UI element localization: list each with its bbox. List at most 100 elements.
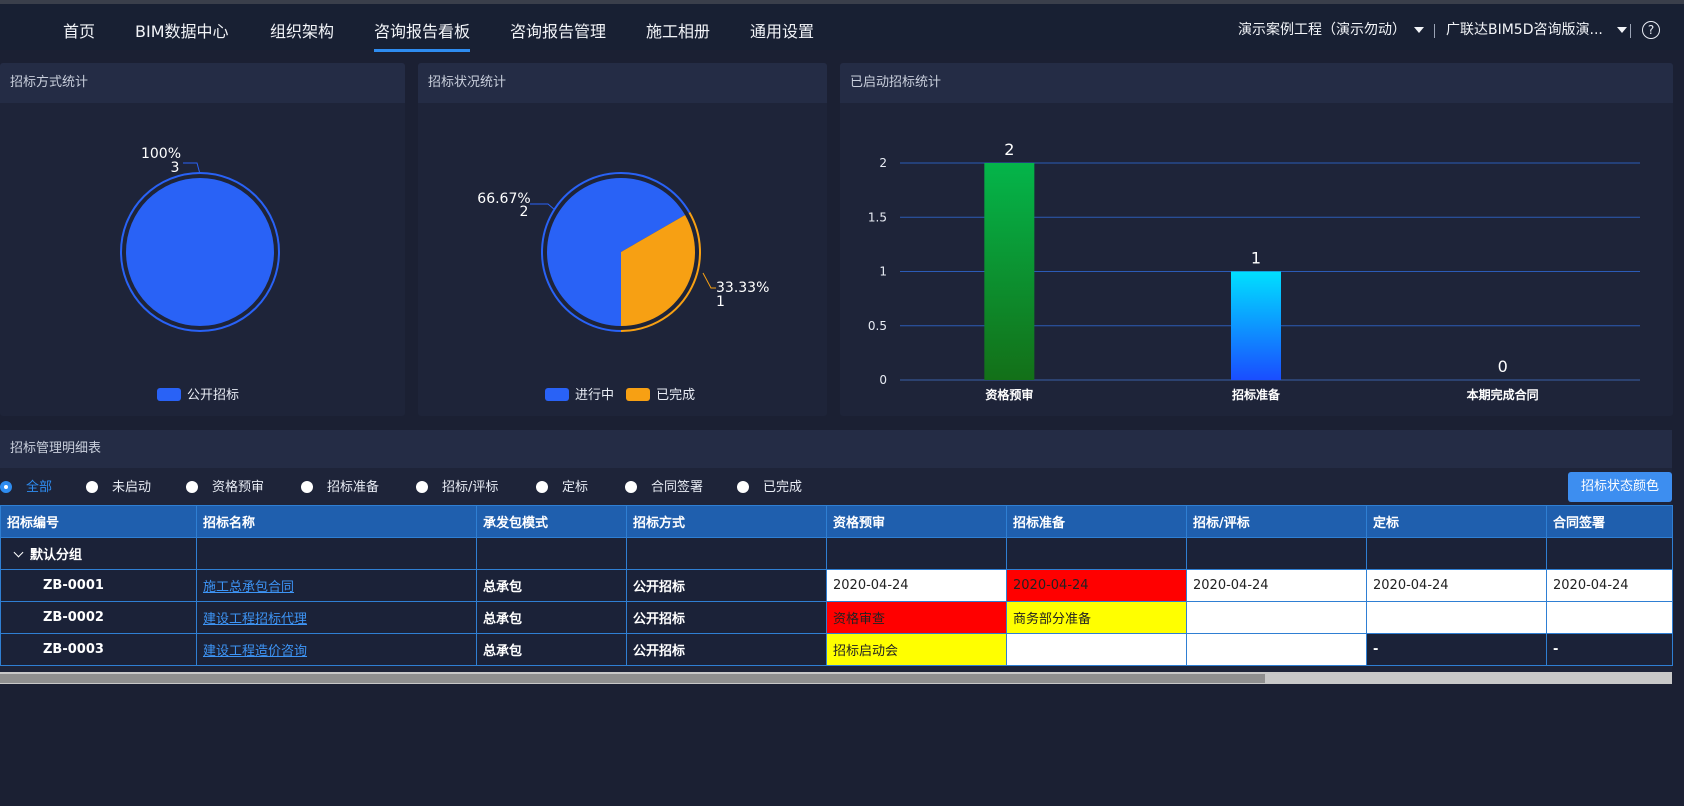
filter-label: 资格预审 xyxy=(212,480,265,495)
nav-home[interactable]: 首页 xyxy=(63,22,96,41)
project-select[interactable]: 演示案例工程（演示勿动） xyxy=(1238,19,1424,39)
pie-label-percent: 100% xyxy=(141,146,181,162)
table-cell xyxy=(1546,537,1673,570)
bid-method-cell: 公开招标 xyxy=(626,601,827,634)
bar[interactable] xyxy=(1231,271,1281,381)
pie-ring-in-progress xyxy=(541,172,691,332)
chevron-down-icon[interactable] xyxy=(13,547,24,558)
pie-slice-in-progress[interactable] xyxy=(547,177,686,326)
group-row[interactable]: 默认分组 xyxy=(0,537,1673,570)
nav-report-management[interactable]: 咨询报告管理 xyxy=(510,22,607,41)
bid-status-color-button[interactable]: 招标状态颜色 xyxy=(1568,472,1672,502)
pie-label-count: 2 xyxy=(520,204,529,220)
org-select-value: 广联达BIM5D咨询版演... xyxy=(1446,22,1603,38)
stage-cell[interactable]: - xyxy=(1366,633,1547,666)
column-header[interactable]: 招标/评标 xyxy=(1186,505,1367,538)
stage-cell[interactable] xyxy=(1186,601,1367,634)
org-select[interactable]: 广联达BIM5D咨询版演... xyxy=(1446,19,1627,39)
table-cell xyxy=(626,537,827,570)
y-tick-label: 0.5 xyxy=(868,319,887,333)
column-header[interactable]: 招标名称 xyxy=(196,505,477,538)
divider xyxy=(1630,24,1631,38)
legend-label: 公开招标 xyxy=(187,388,240,403)
bid-name-link[interactable]: 建设工程招标代理 xyxy=(196,601,477,634)
divider xyxy=(1434,24,1435,38)
x-category-label: 资格预审 xyxy=(985,387,1033,402)
x-axis-labels: 资格预审 招标准备 本期完成合同 xyxy=(985,387,1538,402)
filter-radio-prequalification[interactable]: 资格预审 xyxy=(186,476,264,495)
bid-method-panel: 招标方式统计 100% 3 公开招标 xyxy=(0,63,405,416)
bar-value-label: 0 xyxy=(1498,357,1508,376)
table-cell xyxy=(1186,537,1367,570)
stage-cell[interactable] xyxy=(1546,601,1673,634)
nav-bim-data-center[interactable]: BIM数据中心 xyxy=(135,22,229,41)
column-header[interactable]: 招标方式 xyxy=(626,505,827,538)
pie-ring-completed xyxy=(620,212,701,332)
column-header[interactable]: 承发包模式 xyxy=(476,505,627,538)
table-cell xyxy=(196,537,477,570)
stage-cell[interactable]: 2020-04-24 xyxy=(1006,569,1187,602)
panel-title: 招标方式统计 xyxy=(0,63,405,103)
horizontal-scrollbar-thumb[interactable] xyxy=(0,674,1265,683)
legend-swatch xyxy=(626,388,651,401)
bid-method-cell: 公开招标 xyxy=(626,633,827,666)
pie-label-leader xyxy=(183,162,201,175)
stage-cell[interactable] xyxy=(1366,601,1547,634)
contract-mode-cell: 总承包 xyxy=(476,633,627,666)
filter-radio-bid-evaluation[interactable]: 招标/评标 xyxy=(416,476,498,495)
legend-item-completed[interactable]: 已完成 xyxy=(626,388,695,403)
column-header[interactable]: 招标准备 xyxy=(1006,505,1187,538)
question-circle-icon[interactable]: ? xyxy=(1642,21,1660,39)
pie-slice-public-bidding[interactable] xyxy=(126,178,274,326)
nav-general-settings[interactable]: 通用设置 xyxy=(750,22,815,41)
filter-radio-contract-signing[interactable]: 合同签署 xyxy=(625,476,703,495)
filter-radio-all[interactable]: 全部 xyxy=(0,476,52,495)
pie-label-count: 3 xyxy=(171,160,180,176)
started-bids-bar-chart: 0 0.5 1 1.5 2 2 1 0 资格预审 招标准备 本期完成合同 xyxy=(868,140,1640,402)
y-tick-label: 2 xyxy=(879,156,887,170)
stage-cell[interactable]: 资格审查 xyxy=(826,601,1007,634)
bid-status-panel: 招标状况统计 66.67% 2 33.33% 1 进行中 已完成 xyxy=(418,63,827,416)
chevron-down-icon xyxy=(1616,27,1627,33)
filter-label: 招标准备 xyxy=(327,480,380,495)
stage-cell[interactable]: 2020-04-24 xyxy=(1546,569,1673,602)
stage-cell[interactable] xyxy=(1006,633,1187,666)
table-row: ZB-0001 施工总承包合同 总承包 公开招标 2020-04-24 2020… xyxy=(0,569,1673,602)
nav-construction-album[interactable]: 施工相册 xyxy=(646,22,711,41)
bid-detail-table: 招标编号 招标名称 承发包模式 招标方式 资格预审 招标准备 招标/评标 定标 … xyxy=(0,505,1673,666)
bar[interactable] xyxy=(984,163,1035,380)
stage-cell[interactable]: 2020-04-24 xyxy=(826,569,1007,602)
nav-org-structure[interactable]: 组织架构 xyxy=(270,22,335,41)
column-header[interactable]: 招标编号 xyxy=(0,505,197,538)
table-cell xyxy=(476,537,627,570)
pie-slice-completed[interactable] xyxy=(621,215,695,326)
contract-mode-cell: 总承包 xyxy=(476,569,627,602)
column-header[interactable]: 资格预审 xyxy=(826,505,1007,538)
stage-cell[interactable]: 商务部分准备 xyxy=(1006,601,1187,634)
stage-cell[interactable]: 2020-04-24 xyxy=(1186,569,1367,602)
stage-cell[interactable]: 2020-04-24 xyxy=(1366,569,1547,602)
filter-radio-award[interactable]: 定标 xyxy=(536,476,588,495)
pie-legend[interactable]: 公开招标 xyxy=(157,384,239,403)
stage-cell[interactable]: - xyxy=(1546,633,1673,666)
filter-radio-bid-preparation[interactable]: 招标准备 xyxy=(301,476,379,495)
y-tick-label: 1 xyxy=(879,265,887,279)
filter-label: 合同签署 xyxy=(651,480,704,495)
column-header[interactable]: 合同签署 xyxy=(1546,505,1673,538)
legend-item-in-progress[interactable]: 进行中 xyxy=(545,388,614,403)
panel-title: 招标状况统计 xyxy=(418,63,827,103)
bid-name-link[interactable]: 施工总承包合同 xyxy=(196,569,477,602)
group-cell[interactable]: 默认分组 xyxy=(0,537,197,570)
column-header[interactable]: 定标 xyxy=(1366,505,1547,538)
radio-icon xyxy=(186,481,198,493)
stage-cell[interactable] xyxy=(1186,633,1367,666)
bar-value-label: 1 xyxy=(1251,249,1261,268)
filter-radio-completed[interactable]: 已完成 xyxy=(737,476,802,495)
bid-name-link[interactable]: 建设工程造价咨询 xyxy=(196,633,477,666)
stage-cell[interactable]: 招标启动会 xyxy=(826,633,1007,666)
pie-label-leader xyxy=(530,203,556,211)
bid-code-cell: ZB-0003 xyxy=(0,633,197,666)
radio-icon xyxy=(625,481,637,493)
filter-radio-not-started[interactable]: 未启动 xyxy=(86,476,151,495)
nav-report-dashboard[interactable]: 咨询报告看板 xyxy=(374,18,471,52)
